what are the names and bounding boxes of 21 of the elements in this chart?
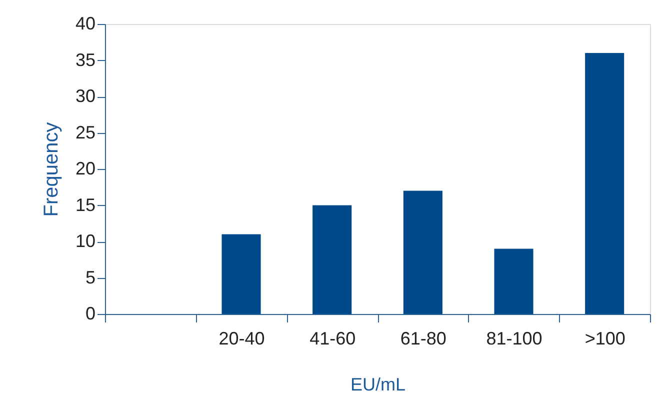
- bar: [403, 190, 442, 314]
- x-tick-label: 61-80: [400, 328, 446, 348]
- y-tick-label: 40: [75, 14, 96, 34]
- x-tick-label: >100: [584, 328, 626, 348]
- bar: [312, 205, 352, 314]
- y-tick-label: 0: [85, 304, 96, 324]
- bar: [494, 248, 534, 314]
- y-axis-title: Frequency: [40, 122, 62, 217]
- bar: [222, 234, 261, 314]
- y-tick-label: 35: [75, 50, 96, 70]
- y-tick-label: 25: [75, 122, 96, 142]
- bar: [585, 53, 624, 314]
- x-tick-label: 20-40: [218, 328, 265, 348]
- x-axis-title: EU/mL: [350, 374, 406, 394]
- x-tick-label: 41-60: [310, 328, 356, 348]
- y-tick-label: 20: [75, 158, 96, 178]
- y-tick-label: 5: [85, 267, 96, 288]
- y-tick-label: 15: [75, 194, 96, 215]
- y-tick-label: 10: [75, 231, 96, 251]
- y-tick-label: 30: [75, 86, 96, 106]
- x-tick-label: 81-100: [486, 328, 542, 348]
